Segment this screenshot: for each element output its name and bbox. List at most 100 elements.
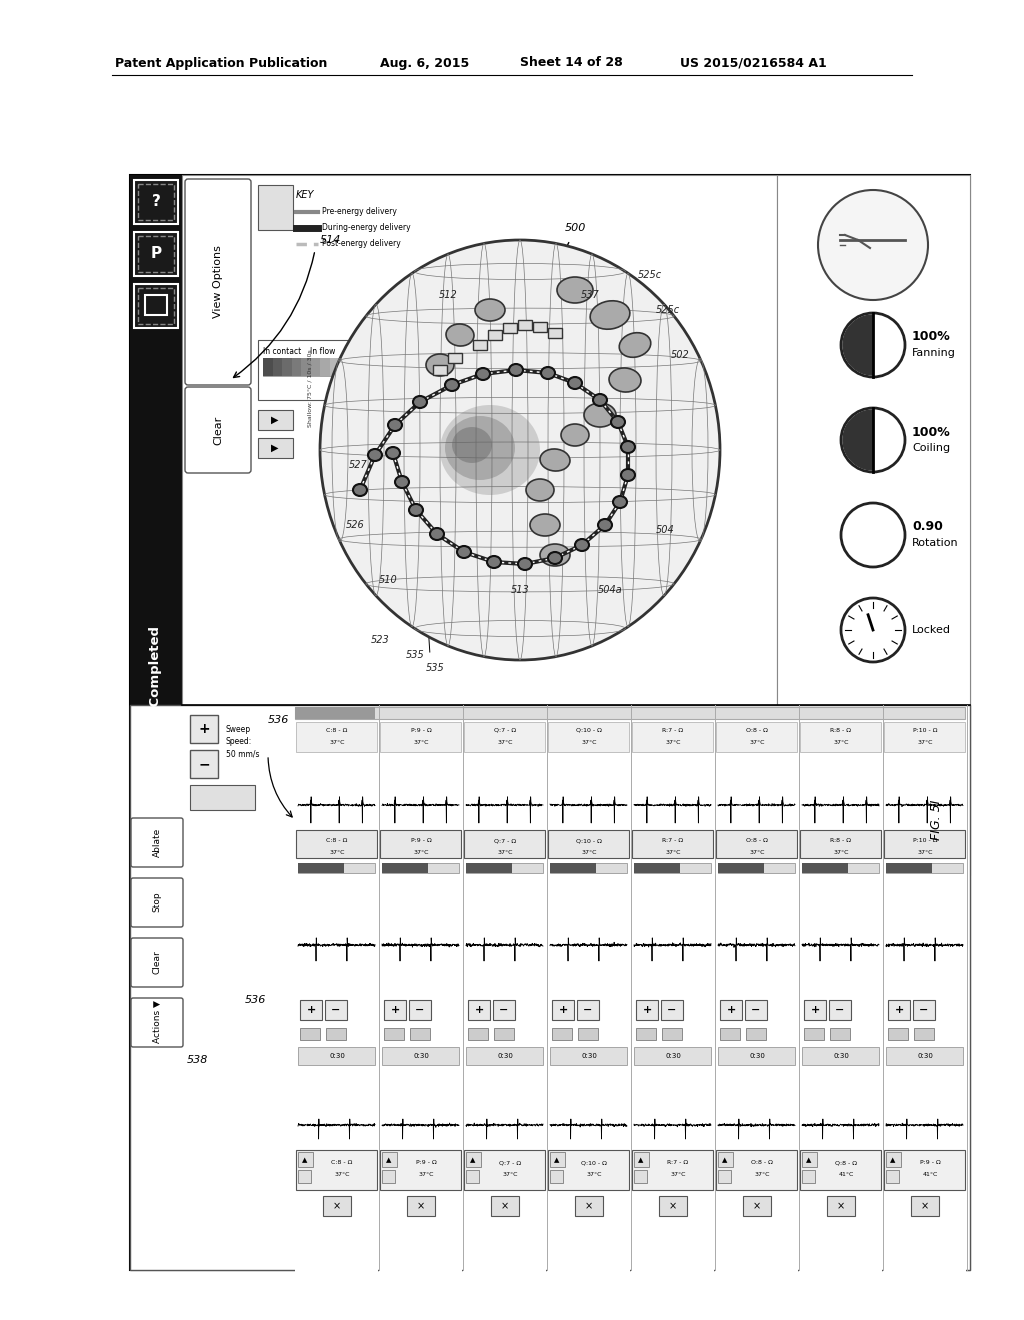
Bar: [577, 1001, 599, 1020]
Ellipse shape: [487, 556, 501, 568]
Ellipse shape: [430, 528, 444, 540]
Bar: [800, 1150, 881, 1191]
Bar: [258, 411, 293, 430]
Text: 513: 513: [511, 585, 529, 595]
Text: R:7 - Ω: R:7 - Ω: [663, 727, 684, 733]
Text: 37°C: 37°C: [834, 741, 849, 746]
Bar: [718, 1047, 795, 1065]
Ellipse shape: [446, 323, 474, 346]
Bar: [490, 1196, 519, 1216]
Text: ▲: ▲: [302, 1158, 307, 1163]
Text: 37°C: 37°C: [498, 850, 513, 854]
Bar: [190, 750, 218, 777]
Bar: [802, 863, 879, 873]
Text: 37°C: 37°C: [414, 850, 429, 854]
Text: 514: 514: [319, 235, 341, 246]
Bar: [272, 358, 282, 376]
Ellipse shape: [540, 544, 570, 566]
Bar: [380, 722, 461, 752]
Text: −: −: [752, 1005, 761, 1015]
Bar: [466, 1152, 481, 1167]
Bar: [466, 863, 543, 873]
Text: −: −: [584, 1005, 593, 1015]
Ellipse shape: [386, 447, 400, 459]
Text: ×: ×: [669, 1201, 677, 1210]
Bar: [410, 1028, 430, 1040]
Bar: [326, 1028, 346, 1040]
Text: 512: 512: [438, 290, 458, 300]
Bar: [911, 1196, 939, 1216]
Bar: [464, 1150, 545, 1191]
Bar: [659, 1196, 687, 1216]
Text: Ablate: Ablate: [153, 828, 162, 857]
Text: 37°C: 37°C: [750, 850, 765, 854]
Bar: [636, 1001, 658, 1020]
Text: Q:8 - Ω: Q:8 - Ω: [835, 1160, 857, 1166]
Bar: [348, 358, 358, 376]
Text: 0:30: 0:30: [665, 1053, 681, 1059]
FancyBboxPatch shape: [131, 998, 183, 1047]
Bar: [550, 1170, 563, 1183]
Bar: [634, 1152, 649, 1167]
Text: ×: ×: [333, 1201, 341, 1210]
Bar: [466, 1047, 543, 1065]
Text: Path: Path: [419, 457, 445, 467]
Bar: [319, 358, 330, 376]
Circle shape: [841, 408, 905, 473]
Ellipse shape: [530, 513, 560, 536]
Text: 37°C: 37°C: [671, 1172, 686, 1177]
Bar: [636, 1028, 656, 1040]
Ellipse shape: [395, 477, 409, 488]
Bar: [888, 1028, 908, 1040]
Text: 535: 535: [406, 649, 424, 660]
Text: +: +: [474, 1005, 483, 1015]
Text: C:8 - Ω: C:8 - Ω: [327, 838, 348, 843]
Ellipse shape: [426, 354, 454, 376]
Text: P:10 - Ω: P:10 - Ω: [912, 727, 937, 733]
Bar: [384, 1028, 404, 1040]
Text: US 2015/0216584 A1: US 2015/0216584 A1: [680, 57, 826, 70]
Text: 37°C: 37°C: [755, 1172, 770, 1177]
Bar: [292, 358, 301, 376]
Ellipse shape: [452, 426, 492, 463]
Text: 0:30: 0:30: [497, 1053, 513, 1059]
Bar: [547, 719, 630, 1275]
Bar: [548, 1150, 629, 1191]
Text: 37°C: 37°C: [666, 850, 681, 854]
Ellipse shape: [319, 240, 720, 660]
Bar: [295, 708, 965, 719]
Bar: [145, 294, 167, 315]
Bar: [298, 863, 344, 873]
Bar: [130, 705, 970, 1270]
Bar: [258, 341, 368, 400]
Text: 0:30: 0:30: [413, 1053, 429, 1059]
Bar: [550, 1152, 565, 1167]
Text: 500: 500: [565, 223, 587, 234]
Bar: [382, 863, 459, 873]
Ellipse shape: [561, 424, 589, 446]
Bar: [716, 722, 797, 752]
Text: ▲: ▲: [386, 1158, 392, 1163]
Bar: [884, 722, 965, 752]
Text: −: −: [836, 1005, 845, 1015]
Text: 37°C: 37°C: [330, 850, 345, 854]
Text: ×: ×: [501, 1201, 509, 1210]
FancyBboxPatch shape: [185, 180, 251, 385]
Bar: [296, 830, 377, 858]
Text: 37°C: 37°C: [502, 1172, 518, 1177]
Bar: [463, 719, 546, 1275]
Text: P: P: [151, 247, 162, 261]
FancyBboxPatch shape: [131, 878, 183, 927]
Text: 41°C: 41°C: [839, 1172, 854, 1177]
Bar: [718, 1152, 733, 1167]
Bar: [552, 1028, 572, 1040]
Bar: [632, 830, 713, 858]
Ellipse shape: [584, 403, 616, 426]
Text: P:9 - Ω: P:9 - Ω: [411, 727, 431, 733]
Bar: [827, 1196, 855, 1216]
Bar: [550, 863, 627, 873]
Ellipse shape: [475, 300, 505, 321]
Bar: [298, 1047, 375, 1065]
Ellipse shape: [476, 368, 490, 380]
Bar: [263, 358, 358, 376]
